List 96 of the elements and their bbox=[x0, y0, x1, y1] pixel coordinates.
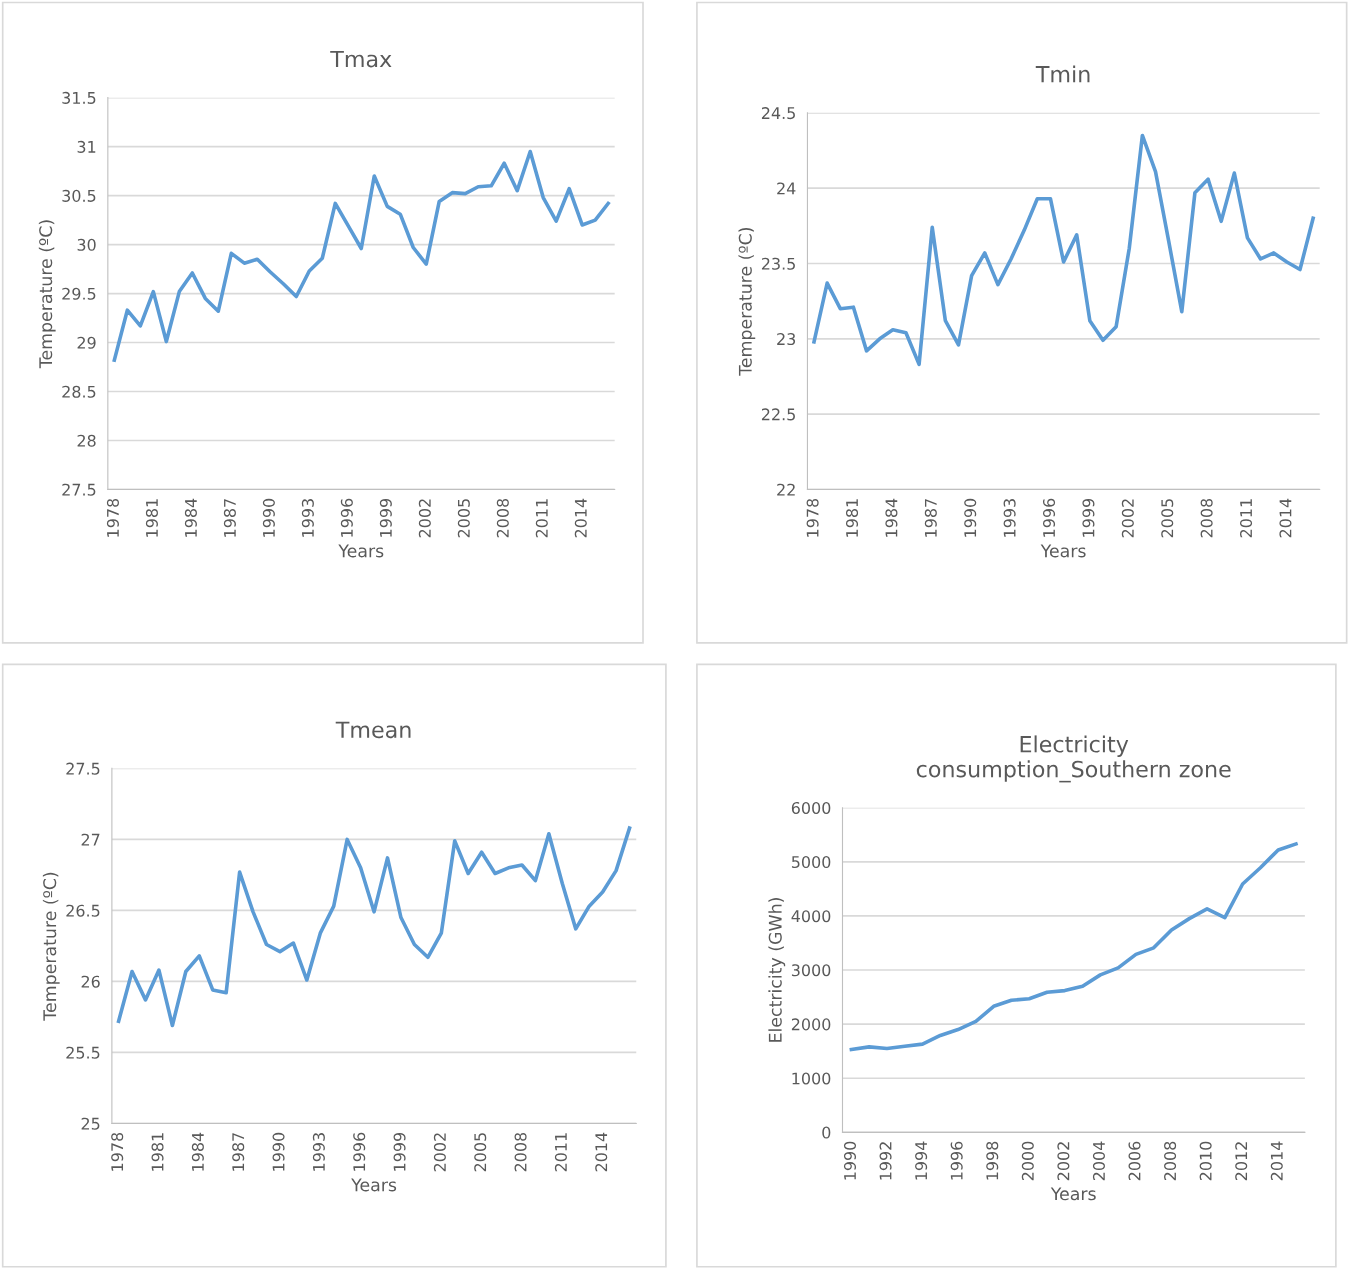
x-tick-label: 1996 bbox=[950, 1141, 963, 1180]
x-tick-label: 1993 bbox=[301, 499, 314, 537]
x-tick-label: 1993 bbox=[1003, 499, 1016, 537]
y-axis-title: Temperature (ºC) bbox=[42, 872, 60, 1021]
x-tick-label: 2004 bbox=[1092, 1141, 1105, 1181]
y-tick-label: 24 bbox=[777, 182, 796, 195]
x-tick-label: 1996 bbox=[1042, 498, 1056, 537]
y-tick-label: 6000 bbox=[791, 801, 831, 815]
x-tick-label: 2000 bbox=[1021, 1141, 1034, 1181]
y-tick-label: 30 bbox=[77, 238, 96, 251]
y-tick-label: 25.5 bbox=[66, 1046, 100, 1059]
x-tick-label: 1999 bbox=[393, 1132, 406, 1171]
x-tick-label: 2014 bbox=[574, 498, 587, 538]
y-axis-title: Electricity (GWh) bbox=[768, 898, 786, 1042]
x-tick-label: 1999 bbox=[379, 498, 392, 537]
y-tick-label: 25 bbox=[81, 1117, 100, 1130]
x-tick-label: 2008 bbox=[1200, 498, 1213, 538]
x-tick-label: 2002 bbox=[418, 499, 431, 538]
y-tick-label: 1000 bbox=[792, 1072, 831, 1085]
x-tick-label: 1987 bbox=[223, 499, 236, 537]
x-tick-label: 1990 bbox=[843, 1141, 857, 1180]
x-tick-label: 2010 bbox=[1199, 1141, 1212, 1181]
x-tick-label: 2005 bbox=[474, 1133, 487, 1172]
y-tick-label: 4000 bbox=[791, 910, 831, 923]
y-tick-label: 26.5 bbox=[66, 904, 100, 917]
y-tick-label: 31 bbox=[77, 140, 96, 153]
y-tick-label: 22 bbox=[777, 483, 795, 496]
chart-title: Tmax bbox=[330, 50, 392, 68]
chart-title: Tmean bbox=[335, 721, 411, 739]
x-axis-title: Years bbox=[1050, 1187, 1096, 1201]
x-tick-label: 2005 bbox=[1161, 499, 1174, 538]
y-tick-label: 24.5 bbox=[761, 107, 795, 120]
y-tick-label: 3000 bbox=[791, 964, 831, 977]
x-tick-label: 2008 bbox=[1164, 1141, 1177, 1181]
x-tick-label: 1978 bbox=[111, 1132, 124, 1171]
x-tick-label: 1981 bbox=[845, 499, 859, 537]
x-tick-label: 1978 bbox=[106, 498, 119, 537]
y-tick-label: 22.5 bbox=[761, 408, 795, 421]
y-tick-label: 23.5 bbox=[761, 257, 795, 270]
x-tick-label: 2005 bbox=[457, 499, 470, 538]
x-tick-label: 1993 bbox=[312, 1133, 325, 1171]
x-tick-label: 1998 bbox=[986, 1141, 999, 1180]
x-tick-label: 2011 bbox=[554, 1133, 567, 1172]
x-tick-label: 2012 bbox=[1235, 1142, 1248, 1181]
y-tick-label: 28.5 bbox=[62, 385, 96, 398]
y-tick-label: 28 bbox=[77, 434, 96, 447]
y-tick-label: 27.5 bbox=[66, 762, 100, 775]
x-tick-label: 1996 bbox=[353, 1132, 366, 1171]
x-tick-label: 1999 bbox=[1082, 498, 1095, 537]
x-tick-label: 1981 bbox=[145, 499, 158, 537]
x-tick-label: 2014 bbox=[595, 1132, 608, 1172]
x-tick-label: 1984 bbox=[191, 1132, 204, 1171]
x-tick-label: 1992 bbox=[879, 1142, 892, 1180]
x-tick-label: 2011 bbox=[535, 499, 548, 538]
x-tick-label: 1981 bbox=[151, 1133, 164, 1171]
x-tick-label: 1990 bbox=[262, 498, 275, 537]
x-tick-label: 2011 bbox=[1240, 499, 1253, 538]
x-tick-label: 2008 bbox=[514, 1132, 527, 1172]
x-axis-title: Years bbox=[338, 544, 384, 558]
line-series bbox=[112, 149, 610, 362]
x-tick-label: 2008 bbox=[496, 498, 509, 538]
y-tick-label: 23 bbox=[777, 333, 796, 346]
y-tick-label: 29 bbox=[77, 336, 96, 349]
x-tick-label: 1978 bbox=[806, 498, 819, 537]
y-tick-label: 30.5 bbox=[62, 189, 96, 202]
x-tick-label: 1984 bbox=[184, 498, 197, 537]
x-tick-label: 2002 bbox=[433, 1133, 446, 1172]
x-tick-label: 2006 bbox=[1128, 1141, 1141, 1181]
x-tick-label: 1987 bbox=[232, 1133, 245, 1171]
x-tick-label: 1994 bbox=[915, 1141, 928, 1180]
y-axis-title: Temperature (ºC) bbox=[738, 227, 756, 376]
x-tick-label: 1990 bbox=[272, 1132, 285, 1171]
y-tick-label: 27.5 bbox=[62, 483, 96, 496]
x-tick-label: 2014 bbox=[1270, 1141, 1283, 1181]
x-tick-label: 1996 bbox=[340, 498, 353, 537]
x-axis-title: Years bbox=[351, 1178, 397, 1192]
chart-title: Electricity consumption_Southern zone bbox=[916, 735, 1231, 783]
y-tick-label: 0 bbox=[822, 1126, 831, 1139]
x-tick-label: 2002 bbox=[1121, 499, 1134, 538]
x-tick-label: 2002 bbox=[1057, 1142, 1070, 1181]
x-tick-label: 1990 bbox=[964, 498, 977, 537]
x-tick-label: 1987 bbox=[924, 499, 937, 537]
x-tick-label: 2014 bbox=[1279, 498, 1292, 538]
y-tick-label: 5000 bbox=[791, 856, 831, 869]
y-tick-label: 2000 bbox=[791, 1018, 831, 1031]
line-series bbox=[849, 842, 1298, 1052]
x-tick-label: 1984 bbox=[885, 498, 898, 537]
line-series bbox=[116, 826, 632, 1028]
y-tick-label: 26 bbox=[81, 975, 100, 988]
chart-title: Tmin bbox=[1035, 65, 1090, 83]
y-tick-label: 31.5 bbox=[62, 91, 96, 104]
line-series bbox=[812, 133, 1315, 367]
y-tick-label: 29.5 bbox=[62, 287, 96, 300]
y-axis-title: Temperature (ºC) bbox=[38, 220, 56, 369]
x-axis-title: Years bbox=[1040, 544, 1086, 558]
y-tick-label: 27 bbox=[81, 833, 100, 846]
